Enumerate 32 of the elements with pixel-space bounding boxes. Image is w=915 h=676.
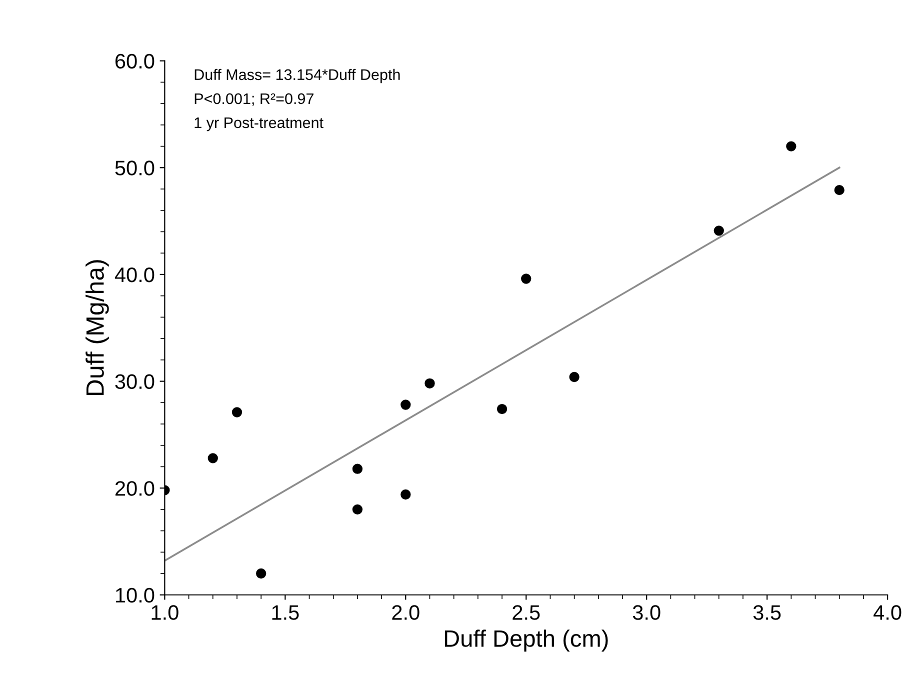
y-tick-label: 20.0 xyxy=(115,481,154,496)
point xyxy=(256,568,266,579)
annotation: P<0.001; R²=0.97 xyxy=(194,93,314,106)
y-axis-title: Duff (Mg/ha) xyxy=(86,260,109,396)
x-tick-label: 3.5 xyxy=(753,605,781,620)
point xyxy=(232,407,242,418)
point xyxy=(521,274,532,284)
point xyxy=(834,184,844,196)
x-tick-label: 4.0 xyxy=(874,605,902,620)
point xyxy=(424,378,435,388)
point xyxy=(569,372,580,382)
point xyxy=(714,226,724,236)
point xyxy=(786,141,796,152)
point xyxy=(352,504,363,515)
y-tick-label: 30.0 xyxy=(115,374,154,390)
y-tick-label: 10.0 xyxy=(116,588,154,603)
x-tick-label: 2.0 xyxy=(392,605,420,620)
x-tick-label: 2.5 xyxy=(512,605,540,620)
point xyxy=(208,453,218,464)
x-tick-label: 3.0 xyxy=(632,605,660,620)
y-tick-label: 40.0 xyxy=(114,267,154,282)
y-tick-label: 50.0 xyxy=(115,160,154,176)
point xyxy=(352,464,363,474)
x-tick-label: 1.0 xyxy=(152,605,178,620)
point xyxy=(496,404,508,414)
annotation: Duff Mass= 13.154*Duff Depth xyxy=(194,68,400,84)
x-tick-label: 1.5 xyxy=(272,605,299,620)
x-axis-title: Duff Depth (cm) xyxy=(444,630,608,652)
y-tick-label: 60.0 xyxy=(115,54,154,69)
annotation: 1 yr Post-treatment xyxy=(194,117,324,132)
point xyxy=(400,400,411,410)
point xyxy=(400,489,411,500)
